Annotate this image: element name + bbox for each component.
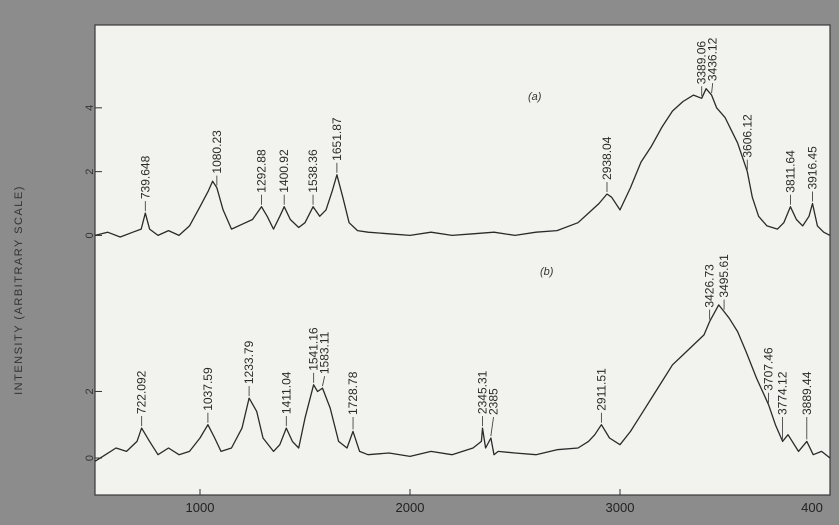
panel-a: 0 2 4 (a) 739.648 1080.23 1292.88 1400.92 1538.3…: [84, 37, 831, 238]
peak-label: 3916.45: [805, 146, 819, 190]
peak-label: 1080.23: [210, 130, 224, 174]
x-tick-label: 400: [801, 500, 823, 515]
peak-label: 3426.73: [703, 264, 717, 308]
y-tick-label: 4: [84, 105, 96, 111]
y-tick-label: 2: [84, 388, 96, 394]
x-tick-label: 2000: [396, 500, 425, 515]
spectrum-line-b: [94, 304, 831, 462]
panel-b: 0 2 (b) 722.092 1037.59 1233.79 1411.04 1541.16…: [84, 254, 831, 462]
peak-label: 2345.31: [476, 370, 490, 414]
y-tick-label: 2: [84, 169, 96, 175]
peak-label: 1037.59: [201, 367, 215, 411]
peak-label: 1400.92: [277, 149, 291, 193]
peak-leader-line: [322, 376, 326, 387]
peak-label: 1292.88: [255, 149, 269, 193]
y-tick-label: 0: [84, 232, 96, 238]
peak-leader-line: [711, 83, 714, 94]
panel-label: (b): [540, 266, 554, 278]
peak-label: 1233.79: [242, 340, 256, 384]
peak-label: 3811.64: [783, 150, 797, 193]
peak-label: 3707.46: [762, 347, 776, 391]
peak-label: 722.092: [135, 370, 149, 414]
peak-label: 1541.16: [307, 327, 321, 371]
spectrum-panels: 0 2 4 (a) 739.648 1080.23 1292.88 1400.92 1538.3…: [84, 37, 831, 462]
plot-frame: [94, 24, 831, 496]
peak-label: 739.648: [138, 155, 152, 199]
panel-label: (a): [528, 91, 542, 103]
spectrum-line-a: [94, 88, 831, 238]
peak-label: 1411.04: [279, 371, 293, 414]
peak-label: 3889.44: [800, 371, 814, 415]
peak-label: 1538.36: [306, 149, 320, 193]
x-tick-label: 1000: [186, 500, 215, 515]
peak-label: 3606.12: [740, 114, 754, 158]
peak-label: 3774.12: [776, 371, 790, 415]
peak-label: 2911.51: [594, 368, 608, 411]
y-axis-label: INTENSITY (ARBITRARY SCALE): [13, 185, 25, 395]
peak-label: 1583.11: [318, 331, 332, 374]
peak-label: 1651.87: [330, 117, 344, 161]
x-tick-label: 3000: [606, 500, 635, 515]
peak-label: 1728.78: [346, 371, 360, 415]
peak-leader-line: [490, 416, 494, 437]
peak-label: 2938.04: [600, 136, 614, 180]
peak-label: 3495.61: [717, 254, 731, 298]
y-tick-label: 0: [84, 455, 96, 461]
peak-label: 3389.06: [695, 41, 709, 85]
plot-paper: [95, 25, 830, 495]
x-axis-ticks: 1000 2000 3000 400: [186, 489, 831, 515]
peak-label: 3436.12: [706, 37, 720, 81]
peak-label: 2385: [487, 388, 501, 415]
